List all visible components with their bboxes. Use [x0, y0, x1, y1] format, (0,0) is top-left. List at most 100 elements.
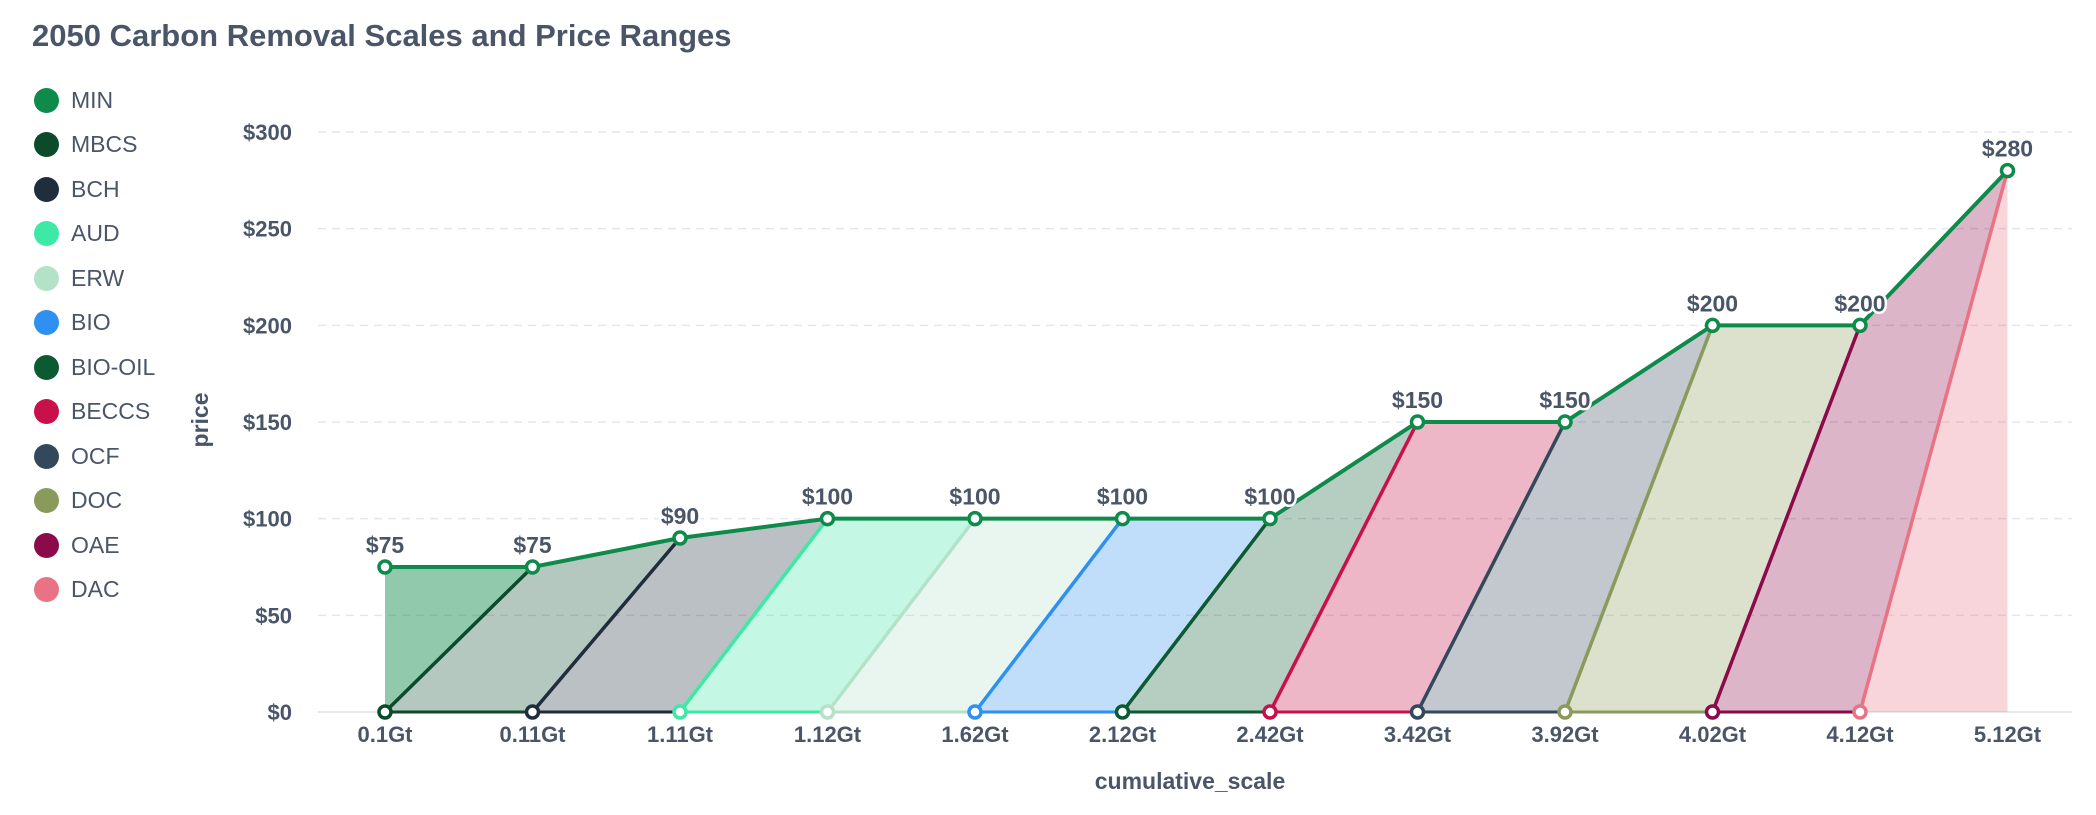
- series-area-beccs: [1270, 422, 1565, 712]
- y-tick-label: $250: [243, 217, 292, 242]
- series-line-dac[interactable]: [1858, 170, 2010, 713]
- legend: MIN MBCS BCH AUD ERW BIO BIO-OIL BECCS OCF DOC OAE…: [34, 78, 155, 612]
- legend-item-bio-oil[interactable]: BIO-OIL: [34, 345, 155, 390]
- data-label: $75: [513, 532, 552, 558]
- series-point-beccs[interactable]: [1262, 704, 1278, 720]
- series-line-bio-oil[interactable]: [1121, 517, 1272, 714]
- min-point[interactable]: [672, 530, 688, 546]
- data-label: $200: [1687, 290, 1738, 316]
- legend-item-aud[interactable]: AUD: [34, 212, 155, 257]
- series-line-min[interactable]: [385, 169, 2009, 569]
- legend-label: MIN: [71, 86, 114, 113]
- series-area-aud: [680, 518, 975, 712]
- series-point-bch[interactable]: [524, 704, 541, 720]
- legend-swatch: [34, 443, 59, 469]
- x-tick-label: 1.11Gt: [647, 722, 714, 747]
- x-tick-label: 0.1Gt: [357, 722, 413, 747]
- x-tick-label: 3.92Gt: [1531, 722, 1599, 747]
- series-line-beccs[interactable]: [1268, 421, 1420, 713]
- series-point-bio-oil[interactable]: [1114, 704, 1131, 720]
- x-tick-label: 0.11Gt: [499, 722, 566, 747]
- legend-label: AUD: [71, 220, 120, 247]
- legend-swatch: [34, 354, 59, 380]
- legend-label: OAE: [71, 531, 120, 558]
- y-axis-title: price: [187, 393, 213, 448]
- x-tick-label: 2.12Gt: [1089, 722, 1157, 747]
- chart-title: 2050 Carbon Removal Scales and Price Ran…: [32, 18, 732, 53]
- data-label: $150: [1539, 387, 1590, 413]
- data-label: $100: [1244, 484, 1295, 510]
- legend-label: BCH: [71, 175, 120, 202]
- data-label: $280: [1982, 136, 2033, 162]
- legend-item-dac[interactable]: DAC: [34, 568, 155, 613]
- x-tick-label: 5.12Gt: [1974, 722, 2042, 747]
- series-area-doc: [1565, 325, 1860, 712]
- x-tick-label: 4.12Gt: [1826, 722, 1894, 747]
- legend-label: BIO-OIL: [71, 353, 156, 380]
- min-point[interactable]: [1409, 414, 1426, 430]
- legend-swatch: [34, 310, 59, 336]
- series-line-aud[interactable]: [678, 517, 829, 714]
- legend-swatch: [34, 577, 59, 603]
- y-tick-label: $300: [243, 120, 292, 145]
- x-axis-title: cumulative_scale: [1095, 768, 1286, 794]
- series-point-bio[interactable]: [967, 704, 983, 720]
- legend-item-ocf[interactable]: OCF: [34, 434, 155, 479]
- legend-swatch: [34, 176, 59, 202]
- min-point[interactable]: [1704, 317, 1721, 334]
- min-point[interactable]: [1262, 510, 1278, 527]
- min-point[interactable]: [524, 559, 541, 575]
- series-line-erw[interactable]: [826, 517, 977, 714]
- series-point-dac[interactable]: [1852, 704, 1868, 720]
- legend-swatch: [34, 132, 59, 158]
- series-area-erw: [827, 518, 1123, 712]
- min-point[interactable]: [819, 510, 836, 527]
- min-point[interactable]: [1114, 510, 1131, 527]
- min-point[interactable]: [967, 510, 983, 527]
- legend-item-oae[interactable]: OAE: [34, 523, 155, 568]
- data-label: $100: [1097, 484, 1148, 510]
- legend-item-bio[interactable]: BIO: [34, 301, 155, 346]
- series-area-dac: [1860, 170, 2008, 712]
- series-line-oae[interactable]: [1710, 324, 1862, 713]
- legend-item-bch[interactable]: BCH: [34, 167, 155, 212]
- x-tick-label: 3.42Gt: [1384, 722, 1452, 747]
- series-line-bio[interactable]: [973, 517, 1124, 714]
- legend-item-erw[interactable]: ERW: [34, 256, 155, 301]
- series-area-bio-oil: [1122, 422, 1418, 712]
- legend-label: DAC: [71, 576, 120, 603]
- min-point[interactable]: [1852, 317, 1868, 334]
- series-line-ocf[interactable]: [1415, 421, 1567, 713]
- legend-item-doc[interactable]: DOC: [34, 479, 155, 524]
- y-tick-label: $150: [243, 410, 292, 435]
- series-area-mbcs: [385, 538, 680, 712]
- legend-item-beccs[interactable]: BECCS: [34, 390, 155, 435]
- legend-label: OCF: [71, 442, 120, 469]
- y-tick-label: $100: [243, 507, 292, 532]
- series-area-oae: [1712, 170, 2008, 712]
- min-point[interactable]: [1999, 162, 2016, 179]
- series-point-doc[interactable]: [1557, 704, 1573, 720]
- series-point-erw[interactable]: [819, 704, 836, 720]
- data-label: $75: [366, 532, 405, 558]
- series-point-mbcs[interactable]: [377, 704, 393, 720]
- legend-label: DOC: [71, 487, 123, 514]
- legend-item-min[interactable]: MIN: [34, 78, 155, 123]
- x-tick-label: 1.62Gt: [941, 722, 1009, 747]
- series-line-mbcs[interactable]: [383, 565, 534, 714]
- legend-swatch: [34, 87, 59, 113]
- series-point-oae[interactable]: [1704, 704, 1721, 720]
- data-label: $100: [949, 484, 1000, 510]
- series-point-aud[interactable]: [672, 704, 688, 720]
- series-area-ocf: [1417, 325, 1713, 712]
- series-line-bch[interactable]: [531, 536, 682, 714]
- series-area-bio: [975, 518, 1270, 712]
- min-point[interactable]: [1557, 414, 1573, 430]
- min-point[interactable]: [377, 559, 393, 575]
- series-point-ocf[interactable]: [1409, 704, 1426, 720]
- y-tick-label: $200: [243, 313, 292, 338]
- series-line-doc[interactable]: [1563, 324, 1715, 713]
- legend-swatch: [34, 221, 59, 247]
- x-tick-label: 4.02Gt: [1679, 722, 1747, 747]
- legend-item-mbcs[interactable]: MBCS: [34, 123, 155, 168]
